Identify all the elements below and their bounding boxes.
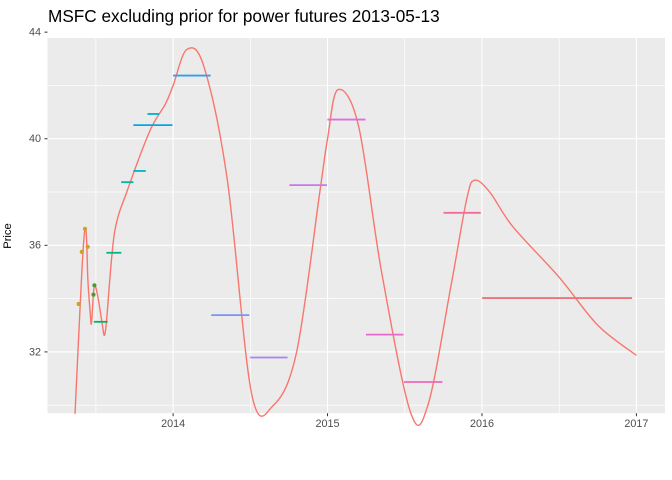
- svg-text:40: 40: [29, 133, 41, 145]
- svg-text:2014: 2014: [161, 418, 185, 430]
- svg-text:44: 44: [29, 27, 41, 39]
- svg-text:2017: 2017: [624, 418, 648, 430]
- svg-text:36: 36: [29, 240, 41, 252]
- svg-text:32: 32: [29, 346, 41, 358]
- svg-text:2015: 2015: [316, 418, 340, 430]
- svg-text:2016: 2016: [470, 418, 494, 430]
